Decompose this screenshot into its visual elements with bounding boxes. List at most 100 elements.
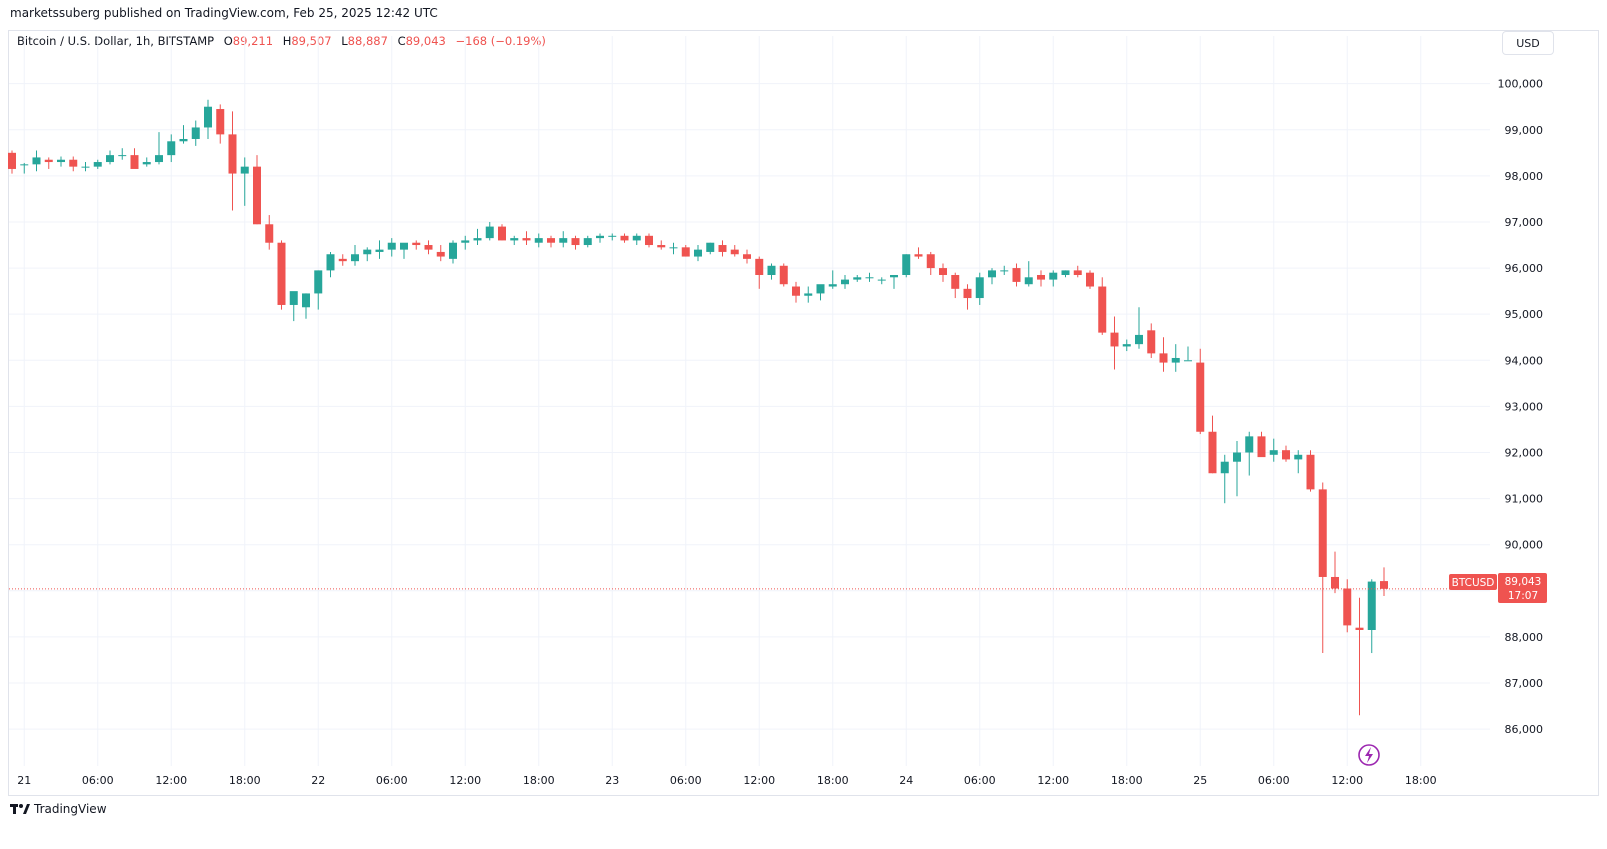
candle-body [914,254,923,257]
candle [179,125,188,144]
candle [877,277,886,285]
candle [1086,270,1094,289]
candle-body [1282,450,1290,460]
candle-body [69,159,78,167]
x-tick-label: 12:00 [743,774,775,787]
candle [1049,270,1058,287]
candle [277,240,286,310]
candle-body [608,235,617,237]
candle [608,233,617,241]
candle [253,155,261,225]
candle-body [436,251,445,257]
candle-body [718,245,727,252]
y-tick-label: 97,000 [1505,216,1544,229]
candle [81,162,90,172]
x-tick-label: 18:00 [1405,774,1437,787]
candle [596,233,604,243]
candle [1355,597,1364,716]
candle-body [81,166,90,168]
brand-name: TradingView [34,802,107,816]
candle [828,270,837,289]
candle [902,254,911,278]
time-axis: 21 06:00 12:00 18:00 22 06:00 12:00 18:00 23 06:0… [17,774,1436,787]
y-tick-label: 98,000 [1505,170,1544,183]
candle [559,231,568,248]
candle-body [583,238,592,246]
candle [44,157,53,169]
lightning-icon[interactable] [1358,744,1380,766]
candle-body [681,247,690,257]
y-tick-label: 93,000 [1505,400,1544,413]
x-tick-label: 06:00 [964,774,996,787]
candle-body [743,254,751,259]
y-tick-label: 96,000 [1505,262,1544,275]
candle-body [1233,452,1241,462]
candle [681,245,690,257]
candle [289,291,298,322]
candle-body [1196,362,1205,432]
candle [1245,431,1254,476]
candle-body [694,249,702,257]
candle [1098,277,1107,335]
y-tick-label: 99,000 [1505,124,1544,137]
price-tag: BTCUSD 89,043 17:07 [1449,573,1547,603]
candle-body [1049,272,1058,280]
candle [461,235,470,250]
candle [914,247,923,259]
candle-body [1061,270,1070,275]
candle-body [32,157,41,165]
candle-body [1367,581,1376,630]
candle [228,111,237,211]
candle [191,120,200,146]
candle [1318,482,1327,654]
candle [547,235,555,248]
candle [583,235,592,248]
symbol-legend: Bitcoin / U.S. Dollar, 1h, BITSTAMP O89,… [17,34,546,48]
candle-body [1208,431,1217,474]
candle [118,148,127,160]
candle [485,221,494,241]
candle-body [669,247,678,249]
candle [645,233,653,248]
candle [302,293,310,319]
candle [338,254,347,266]
candle [571,235,580,250]
candle-body [1343,588,1352,626]
high-value: 89,507 [291,34,332,48]
candle [375,240,384,259]
candle-body [1147,330,1156,354]
candle-body [1355,627,1364,630]
candle [32,150,41,172]
candle [265,215,274,250]
brand-footer[interactable]: TradingView [10,802,107,816]
currency-button[interactable]: USD [1502,31,1554,55]
candle-body [779,265,788,285]
candle-body [338,258,347,262]
candle-body [1171,357,1180,363]
x-tick-label: 18:00 [523,774,555,787]
candle [498,224,506,241]
candle-body [44,159,53,163]
candle [1196,348,1205,435]
candle-body [106,155,114,163]
x-tick-label: 18:00 [229,774,261,787]
candle-body [400,242,408,250]
candle-body [559,238,568,243]
candle-body [118,155,127,157]
candle [93,159,102,169]
candle-body [755,258,764,275]
candle [1147,323,1156,358]
candle [57,156,65,167]
x-tick-label: 18:00 [817,774,849,787]
tradingview-logo-icon [10,803,30,815]
candle-body [289,291,298,305]
candle [142,157,151,167]
candle-body [853,277,862,280]
candle [204,99,212,139]
candle-body [191,127,200,139]
low-value: 88,887 [347,34,388,48]
y-tick-label: 91,000 [1505,493,1544,506]
candle-body [167,141,176,156]
candle [755,256,764,289]
